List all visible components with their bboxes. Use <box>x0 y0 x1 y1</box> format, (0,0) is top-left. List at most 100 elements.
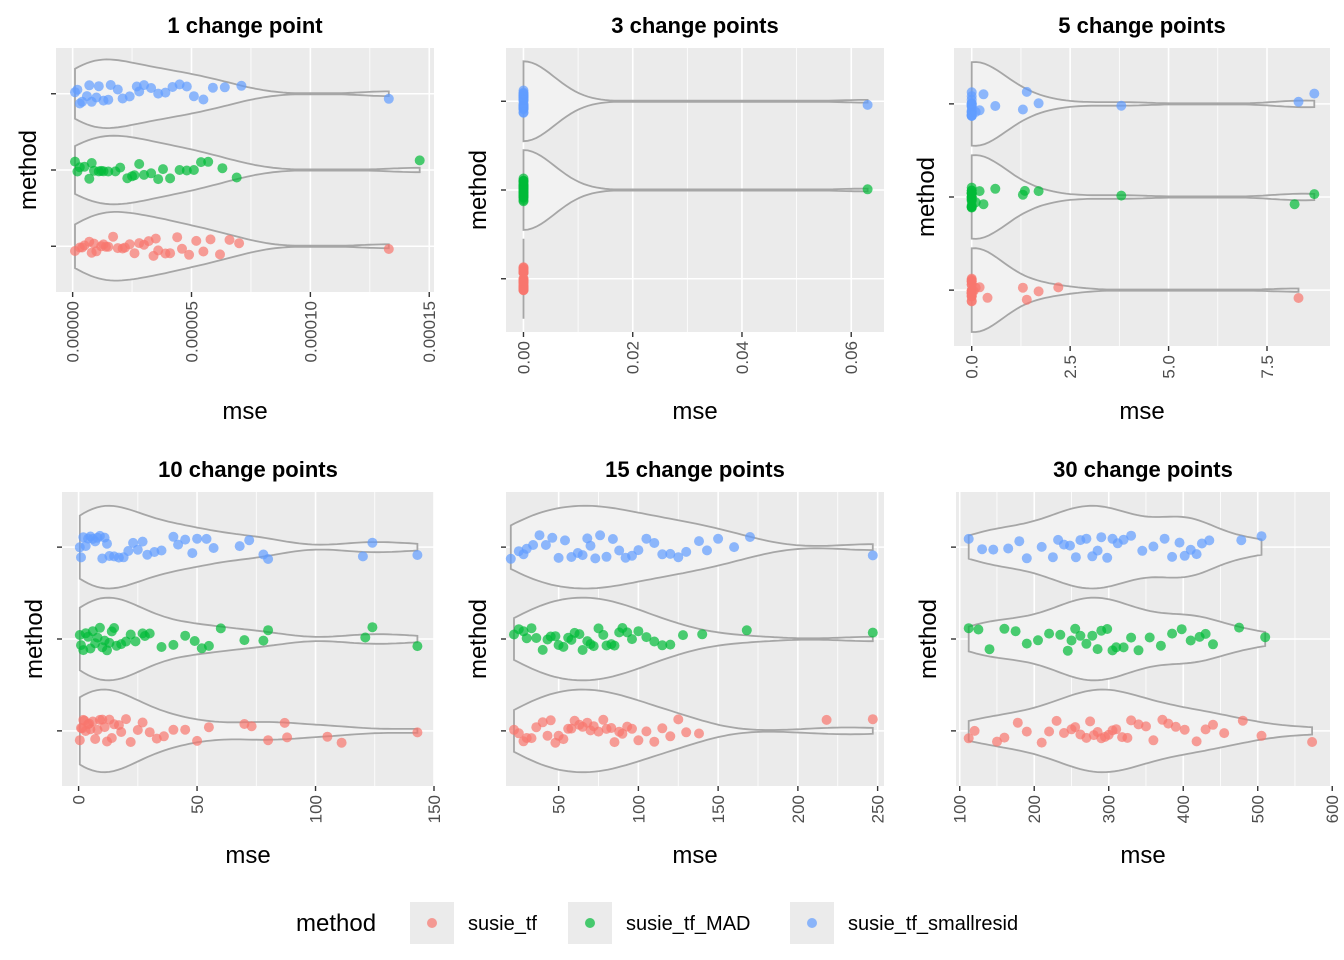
point-susie-tf <box>168 724 179 735</box>
point-susie-tf-mad <box>1185 635 1196 646</box>
point-susie-tf <box>633 735 644 746</box>
point-susie-tf-smallresid <box>367 537 378 548</box>
point-susie-tf-mad <box>412 641 423 652</box>
panel-15-change-points: 50 100 150 200 250 15 change points mse method <box>465 457 888 869</box>
point-susie-tf <box>198 246 209 257</box>
point-susie-tf-smallresid <box>132 544 143 555</box>
point-susie-tf-mad <box>1019 185 1030 196</box>
point-susie-tf-smallresid <box>974 105 985 116</box>
point-susie-tf <box>694 728 704 739</box>
point-susie-tf-mad <box>1070 623 1081 634</box>
point-susie-tf-smallresid <box>702 545 712 556</box>
x-axis-label: mse <box>672 398 717 425</box>
point-susie-tf-smallresid <box>1003 543 1014 554</box>
point-susie-tf-mad <box>1092 644 1103 655</box>
point-susie-tf-smallresid <box>1126 530 1137 541</box>
point-susie-tf <box>180 724 191 735</box>
point-susie-tf-mad <box>1155 640 1166 651</box>
x-tick-label: 2.5 <box>1061 355 1080 379</box>
violin-susie-tf-mad <box>970 154 1316 240</box>
point-susie-tf-smallresid <box>977 544 988 555</box>
point-susie-tf <box>673 714 684 725</box>
point-susie-tf-mad <box>134 159 145 169</box>
point-susie-tf-smallresid <box>518 107 529 118</box>
point-susie-tf-smallresid <box>134 86 145 97</box>
point-susie-tf <box>129 248 140 259</box>
point-susie-tf-smallresid <box>207 82 218 93</box>
point-susie-tf-smallresid <box>357 551 368 562</box>
point-susie-tf <box>215 249 225 260</box>
point-susie-tf-smallresid <box>1014 536 1025 547</box>
legend-key-susie-tf-smallresid <box>807 918 817 928</box>
point-susie-tf <box>165 248 176 259</box>
point-susie-tf <box>205 234 216 245</box>
point-susie-tf-mad <box>144 628 155 639</box>
point-susie-tf <box>1021 294 1032 305</box>
point-susie-tf-smallresid <box>263 554 274 564</box>
point-susie-tf-mad <box>978 199 989 210</box>
point-susie-tf-mad <box>196 157 206 168</box>
panel-title: 3 change points <box>611 13 778 38</box>
point-susie-tf-smallresid <box>505 553 516 564</box>
point-susie-tf-smallresid <box>244 535 255 546</box>
point-susie-tf-mad <box>1309 189 1320 200</box>
point-susie-tf <box>1053 282 1064 293</box>
point-susie-tf <box>125 737 136 747</box>
point-susie-tf <box>322 731 333 742</box>
point-susie-tf <box>412 727 423 738</box>
legend-label-susie-tf-smallresid: susie_tf_smallresid <box>848 913 1018 935</box>
point-susie-tf-smallresid <box>595 530 606 541</box>
point-susie-tf-mad <box>203 156 214 167</box>
violin-susie-tf-smallresid <box>970 61 1316 147</box>
x-axis-label: mse <box>1120 842 1165 869</box>
x-tick-label: 400 <box>1174 795 1193 823</box>
point-susie-tf-smallresid <box>1065 540 1075 551</box>
point-susie-tf-mad <box>862 184 873 195</box>
point-susie-tf-mad <box>521 633 532 644</box>
point-susie-tf-smallresid <box>1021 86 1032 97</box>
point-susie-tf-mad <box>974 186 985 197</box>
point-susie-tf-smallresid <box>72 84 83 95</box>
point-susie-tf-smallresid <box>729 542 740 553</box>
point-susie-tf <box>234 238 245 249</box>
point-susie-tf <box>1036 737 1047 748</box>
point-susie-tf-smallresid <box>188 91 199 102</box>
point-susie-tf-mad <box>598 629 609 640</box>
point-susie-tf-mad <box>72 166 83 177</box>
point-susie-tf-mad <box>1062 645 1073 656</box>
y-axis-label: method <box>913 157 940 237</box>
point-susie-tf-mad <box>518 195 529 205</box>
point-susie-tf-mad <box>999 623 1010 634</box>
x-tick-label: 0 <box>70 795 89 804</box>
point-susie-tf-smallresid <box>219 82 230 93</box>
point-susie-tf-mad <box>1021 638 1032 649</box>
point-susie-tf <box>969 725 980 736</box>
point-susie-tf-mad <box>649 636 660 647</box>
point-susie-tf <box>158 731 169 742</box>
point-susie-tf-smallresid <box>614 545 625 556</box>
point-susie-tf-mad <box>1075 630 1086 641</box>
point-susie-tf <box>537 717 548 728</box>
point-susie-tf-smallresid <box>673 552 684 563</box>
point-susie-tf-smallresid <box>1081 533 1092 544</box>
point-susie-tf-mad <box>1167 628 1178 639</box>
point-susie-tf-mad <box>156 642 167 652</box>
point-susie-tf <box>992 736 1002 747</box>
point-susie-tf-smallresid <box>1204 535 1215 546</box>
point-susie-tf-smallresid <box>665 548 676 559</box>
point-susie-tf-mad <box>1087 630 1098 641</box>
x-tick-label: 100 <box>307 795 326 823</box>
point-susie-tf-mad <box>1176 624 1187 635</box>
point-susie-tf-smallresid <box>1148 541 1159 552</box>
point-susie-tf-smallresid <box>1256 531 1267 542</box>
point-susie-tf-smallresid <box>1036 541 1047 552</box>
point-susie-tf-smallresid <box>988 544 999 555</box>
point-susie-tf-smallresid <box>577 550 588 561</box>
point-susie-tf-smallresid <box>553 552 564 563</box>
point-susie-tf-mad <box>215 623 226 634</box>
point-susie-tf <box>657 723 668 734</box>
point-susie-tf <box>282 732 293 743</box>
point-susie-tf-mad <box>1116 190 1127 201</box>
x-tick-label: 7.5 <box>1258 355 1277 379</box>
point-susie-tf-smallresid <box>1137 545 1148 556</box>
